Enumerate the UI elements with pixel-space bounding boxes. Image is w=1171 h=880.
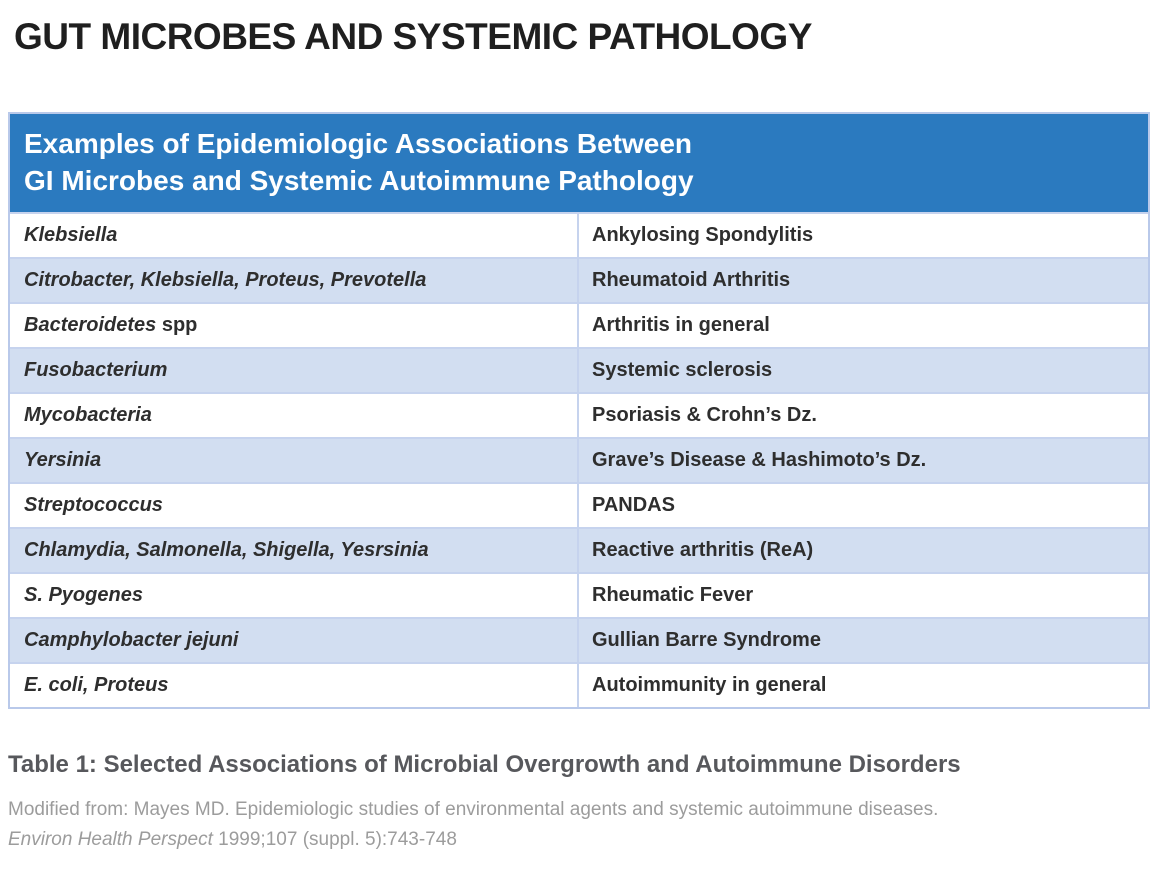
condition-cell: Reactive arthritis (ReA) bbox=[592, 539, 814, 561]
table-row: Bacteroidetes spp Arthritis in general bbox=[10, 302, 1148, 347]
microbe-suffix: spp bbox=[156, 314, 198, 336]
microbe-name: Camphylobacter jejuni bbox=[24, 629, 239, 651]
microbe-cell: Mycobacteria bbox=[10, 394, 579, 437]
condition-cell: Rheumatic Fever bbox=[592, 584, 754, 606]
microbe-name: Bacteroidetes bbox=[24, 314, 157, 336]
microbe-cell: E. coli, Proteus bbox=[10, 664, 579, 707]
source-line2: Environ Health Perspect 1999;107 (suppl.… bbox=[8, 825, 1150, 855]
table-row: Yersinia Grave’s Disease & Hashimoto’s D… bbox=[10, 437, 1148, 482]
source-note: Modified from: Mayes MD. Epidemiologic s… bbox=[8, 795, 1150, 855]
table-caption: Table 1: Selected Associations of Microb… bbox=[8, 751, 961, 778]
condition-cell: PANDAS bbox=[592, 494, 675, 516]
microbe-cell: Streptococcus bbox=[10, 484, 579, 527]
page-title: GUT MICROBES AND SYSTEMIC PATHOLOGY bbox=[14, 16, 812, 57]
microbe-name: S. Pyogenes bbox=[24, 584, 143, 606]
condition-cell: Rheumatoid Arthritis bbox=[592, 269, 791, 291]
table-row: Citrobacter, Klebsiella, Proteus, Prevot… bbox=[10, 257, 1148, 302]
microbe-cell: Bacteroidetes spp bbox=[10, 304, 579, 347]
microbe-name: Streptococcus bbox=[24, 494, 163, 516]
table-row: Chlamydia, Salmonella, Shigella, Yesrsin… bbox=[10, 527, 1148, 572]
microbe-name: Yersinia bbox=[24, 449, 102, 471]
microbe-cell: Fusobacterium bbox=[10, 349, 579, 392]
condition-cell: Ankylosing Spondylitis bbox=[592, 224, 814, 246]
condition-cell: Systemic sclerosis bbox=[592, 359, 773, 381]
table-row: Mycobacteria Psoriasis & Crohn’s Dz. bbox=[10, 392, 1148, 437]
table-header-line2: GI Microbes and Systemic Autoimmune Path… bbox=[24, 165, 694, 196]
source-line1: Modified from: Mayes MD. Epidemiologic s… bbox=[8, 799, 939, 820]
microbe-cell: Chlamydia, Salmonella, Shigella, Yesrsin… bbox=[10, 529, 579, 572]
condition-cell: Arthritis in general bbox=[592, 314, 770, 336]
microbe-cell: Camphylobacter jejuni bbox=[10, 619, 579, 662]
table-row: Klebsiella Ankylosing Spondylitis bbox=[10, 212, 1148, 257]
microbe-name: Chlamydia, Salmonella, Shigella, Yesrsin… bbox=[24, 539, 429, 561]
microbe-name: Mycobacteria bbox=[24, 404, 152, 426]
microbe-name: E. coli, Proteus bbox=[24, 674, 169, 696]
table-row: Streptococcus PANDAS bbox=[10, 482, 1148, 527]
microbe-cell: Citrobacter, Klebsiella, Proteus, Prevot… bbox=[10, 259, 579, 302]
condition-cell: Psoriasis & Crohn’s Dz. bbox=[592, 404, 817, 426]
table-header-line1: Examples of Epidemiologic Associations B… bbox=[24, 128, 693, 159]
microbe-name: Citrobacter, Klebsiella, Proteus, Prevot… bbox=[24, 269, 427, 291]
table-header: Examples of Epidemiologic Associations B… bbox=[10, 114, 1148, 212]
microbe-cell: S. Pyogenes bbox=[10, 574, 579, 617]
microbe-cell: Klebsiella bbox=[10, 214, 579, 257]
table-row: E. coli, Proteus Autoimmunity in general bbox=[10, 662, 1148, 707]
associations-table: Examples of Epidemiologic Associations B… bbox=[8, 112, 1150, 709]
table-row: Camphylobacter jejuni Gullian Barre Synd… bbox=[10, 617, 1148, 662]
condition-cell: Grave’s Disease & Hashimoto’s Dz. bbox=[592, 449, 927, 471]
microbe-name: Fusobacterium bbox=[24, 359, 168, 381]
source-journal: Environ Health Perspect bbox=[8, 829, 213, 850]
condition-cell: Autoimmunity in general bbox=[592, 674, 827, 696]
microbe-name: Klebsiella bbox=[24, 224, 118, 246]
microbe-cell: Yersinia bbox=[10, 439, 579, 482]
source-citation: 1999;107 (suppl. 5):743-748 bbox=[212, 829, 457, 850]
condition-cell: Gullian Barre Syndrome bbox=[592, 629, 821, 651]
table-row: S. Pyogenes Rheumatic Fever bbox=[10, 572, 1148, 617]
table-row: Fusobacterium Systemic sclerosis bbox=[10, 347, 1148, 392]
